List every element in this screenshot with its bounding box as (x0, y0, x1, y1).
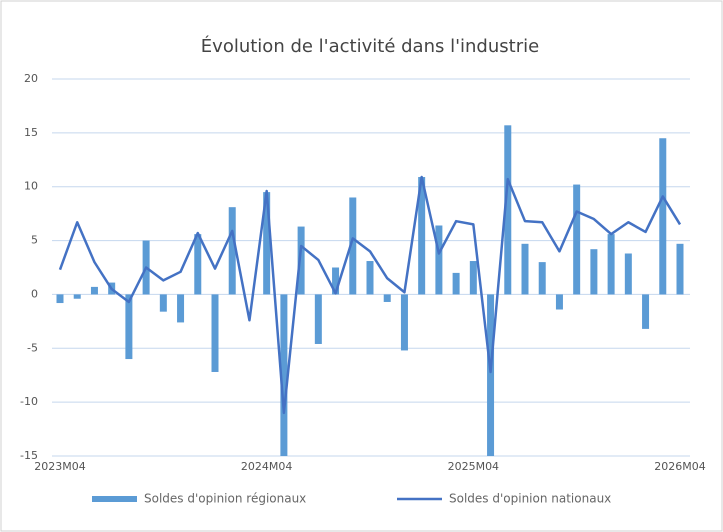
bar (624, 253, 632, 295)
bar (418, 177, 426, 295)
bar (159, 294, 167, 312)
bar (177, 294, 185, 323)
chart-title: Évolution de l'activité dans l'industrie (201, 35, 539, 57)
x-tick-label: 2025M04 (448, 460, 499, 473)
bar (332, 267, 340, 295)
x-tick-label: 2026M04 (654, 460, 705, 473)
bar (366, 261, 374, 295)
bar (659, 138, 667, 295)
legend-swatch (92, 496, 137, 502)
line (58, 175, 682, 415)
y-tick-label: 15 (24, 126, 38, 139)
bar (125, 294, 133, 360)
x-tick-label: 2023M04 (34, 460, 85, 473)
bar (573, 184, 581, 295)
x-tick-label: 2024M04 (241, 460, 292, 473)
bar (73, 294, 81, 299)
bar (504, 125, 512, 295)
y-tick-label: 20 (24, 72, 38, 85)
y-tick-label: 10 (24, 180, 38, 193)
bar (521, 243, 529, 295)
bar (469, 261, 477, 295)
bar (228, 207, 236, 295)
bar (487, 294, 495, 456)
y-tick-label: 0 (31, 287, 38, 300)
bar (349, 197, 357, 295)
y-tick-label: -5 (27, 341, 38, 354)
bar (590, 249, 598, 295)
bar (263, 192, 271, 295)
bar (538, 262, 546, 295)
bar (383, 294, 391, 302)
bar (297, 226, 305, 295)
bar (435, 225, 443, 295)
y-tick-label: -10 (20, 395, 38, 408)
bar (194, 234, 202, 295)
bar (280, 294, 288, 456)
y-tick-label: 5 (31, 234, 38, 247)
bar (452, 272, 460, 295)
bar (676, 243, 684, 295)
bar (607, 234, 615, 295)
bar (56, 294, 64, 304)
legend-label: Soldes d'opinion régionaux (144, 492, 306, 506)
bar (90, 286, 98, 295)
bar (400, 294, 408, 351)
bar (642, 294, 650, 329)
bar (555, 294, 563, 310)
y-tick-label: -15 (20, 449, 38, 462)
bar (211, 294, 219, 372)
bar (314, 294, 322, 344)
legend-label: Soldes d'opinion nationaux (449, 492, 611, 506)
